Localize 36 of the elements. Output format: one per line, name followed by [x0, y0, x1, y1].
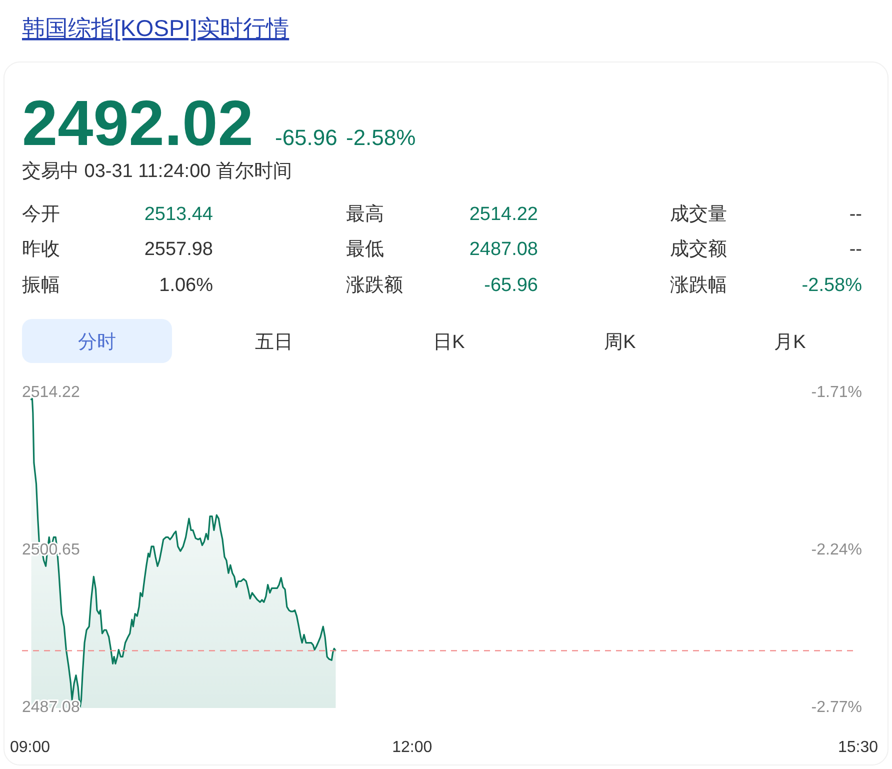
text: -65.96 [484, 275, 538, 296]
text: 2557.98 [144, 239, 213, 260]
text: -- [849, 239, 862, 260]
text: 成交量 [670, 203, 727, 225]
y2-tick-label: -2.77% [811, 699, 862, 716]
text: 最高 [346, 203, 384, 225]
text: 2513.44 [144, 204, 214, 225]
text: 最低 [346, 239, 384, 260]
text: 交易中 03-31 11:24:00 首尔时间 [22, 160, 292, 182]
text: 月K [774, 332, 806, 353]
text: -- [849, 204, 862, 225]
text: 韩国综指[KOSPI]实时行情 [22, 15, 290, 41]
text: 振幅 [22, 275, 60, 296]
y2-tick-label: -2.24% [811, 542, 862, 559]
x-tick-label: 12:00 [392, 739, 432, 756]
text: 五日 [255, 332, 293, 353]
text: 2492.02 [22, 87, 254, 159]
y2-tick-label: -1.71% [811, 384, 862, 402]
text: 成交额 [670, 238, 727, 260]
text: 涨跌额 [346, 274, 403, 296]
y-tick-label: 2514.22 [22, 384, 80, 402]
text: 2487.08 [469, 239, 538, 260]
x-tick-label: 15:30 [838, 739, 878, 756]
text: 涨跌幅 [670, 275, 727, 296]
text: 今开 [22, 204, 60, 225]
text: -2.58% [802, 275, 862, 296]
x-tick-label: 09:00 [10, 739, 50, 756]
text: 2514.22 [469, 204, 538, 225]
text: 日K [433, 332, 466, 353]
text: 1.06% [159, 275, 214, 296]
y-tick-label: 2487.08 [22, 699, 80, 716]
text: 周K [604, 332, 636, 353]
text: -2.58% [346, 125, 416, 150]
text: -65.96 [275, 125, 338, 150]
text: 昨收 [22, 239, 60, 260]
text: 分时 [78, 332, 116, 353]
